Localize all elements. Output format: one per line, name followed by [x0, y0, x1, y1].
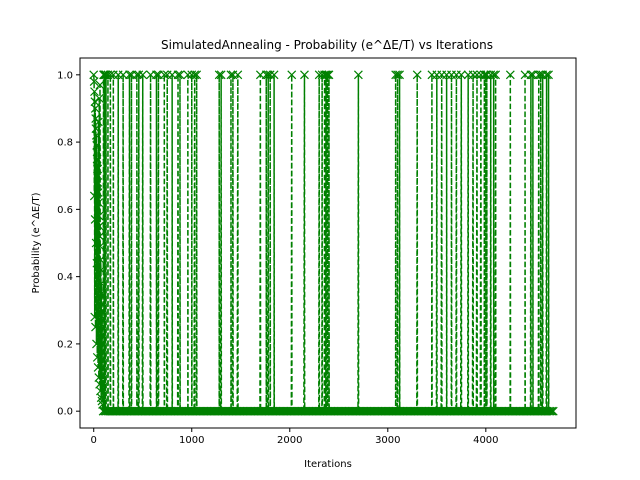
data-point-marker — [90, 312, 100, 322]
x-tick-label: 4000 — [473, 435, 498, 446]
data-point-marker — [548, 406, 558, 416]
x-axis: 0 1000 2000 3000 4000 — [91, 428, 499, 446]
y-axis: 0.0 0.2 0.4 0.6 0.8 1.0 — [57, 70, 80, 418]
data-point-marker — [183, 70, 193, 80]
data-point-marker — [93, 164, 103, 174]
data-point-marker — [95, 80, 105, 90]
y-tick-label: 0.0 — [57, 407, 73, 418]
x-tick-label: 1000 — [179, 435, 204, 446]
data-point-marker — [214, 70, 224, 80]
data-point-marker — [91, 322, 100, 332]
axes-frame — [79, 57, 577, 429]
data-point-marker — [265, 70, 275, 80]
y-tick-label: 1.0 — [57, 70, 73, 81]
data-point-marker — [542, 70, 552, 80]
data-point-marker — [412, 70, 422, 80]
data-point-marker — [91, 238, 101, 248]
data-point-marker — [233, 70, 243, 80]
data-point-marker — [391, 70, 401, 80]
data-point-marker — [192, 70, 202, 80]
data-point-marker — [96, 278, 106, 288]
data-point-marker — [90, 215, 100, 224]
data-point-marker — [92, 154, 102, 164]
data-point-marker — [489, 70, 499, 80]
data-point-marker — [353, 70, 363, 80]
data-point-marker — [526, 70, 536, 80]
data-point-marker — [89, 191, 99, 201]
data-point-marker — [95, 231, 105, 241]
data-point-marker — [323, 70, 332, 80]
data-point-marker — [534, 70, 544, 80]
x-tick-label: 3000 — [375, 435, 400, 446]
y-axis-label: Probability (e^ΔE/T) — [31, 192, 42, 293]
data-point-marker — [173, 70, 183, 80]
data-point-marker — [287, 70, 297, 80]
data-point-marker — [544, 70, 553, 80]
data-point-marker — [97, 396, 107, 406]
data-point-marker — [321, 70, 331, 80]
x-tick-label: 2000 — [277, 435, 302, 446]
data-point-marker — [94, 198, 104, 208]
data-point-marker — [89, 70, 99, 80]
data-point-marker — [491, 70, 501, 80]
data-point-marker — [90, 97, 100, 107]
data-point-marker — [93, 363, 103, 372]
data-point-marker — [395, 70, 404, 80]
data-point-marker — [96, 393, 106, 403]
data-point-marker — [226, 70, 236, 80]
data-point-marker — [101, 70, 111, 80]
data-point-marker — [92, 141, 102, 150]
data-point-marker — [324, 70, 334, 80]
chart-title: SimulatedAnnealing - Probability (e^ΔE/T… — [161, 38, 493, 52]
data-point-marker — [94, 221, 104, 231]
data-point-marker — [152, 70, 161, 80]
data-point-marker — [547, 406, 557, 416]
y-tick-label: 0.6 — [57, 205, 73, 216]
data-point-marker — [175, 70, 185, 80]
data-point-marker — [456, 70, 466, 80]
data-point-marker — [300, 70, 309, 80]
data-point-marker — [468, 70, 478, 80]
data-point-marker — [216, 70, 226, 80]
data-point-marker — [479, 70, 489, 80]
data-point-marker — [125, 70, 134, 80]
data-point-marker — [320, 70, 329, 80]
data-point-marker — [97, 289, 107, 298]
data-point-marker — [393, 70, 403, 80]
data-point-marker — [93, 178, 103, 187]
data-point-marker — [91, 130, 101, 140]
data-point-marker — [92, 352, 102, 362]
y-tick-label: 0.2 — [57, 339, 73, 350]
data-point-marker — [118, 70, 128, 80]
data-point-marker — [90, 104, 100, 113]
x-tick-label: 0 — [91, 435, 97, 446]
data-point-marker — [94, 117, 103, 127]
plot-area — [89, 70, 558, 416]
x-axis-label: Iterations — [304, 459, 352, 470]
data-point-marker — [134, 70, 144, 80]
data-point-marker — [269, 70, 279, 80]
data-point-marker — [505, 70, 515, 80]
y-tick-label: 0.4 — [57, 272, 73, 283]
series-layer — [89, 70, 558, 416]
data-point-marker — [190, 70, 200, 80]
data-point-marker — [96, 265, 106, 275]
data-point-marker — [91, 124, 101, 134]
data-point-marker — [105, 70, 115, 80]
data-point-marker — [97, 305, 107, 315]
data-point-marker — [159, 70, 169, 80]
data-point-marker — [90, 87, 99, 97]
data-point-marker — [138, 70, 148, 80]
data-point-marker — [92, 258, 102, 268]
data-point-marker — [261, 70, 271, 80]
data-point-marker — [482, 70, 492, 80]
data-point-marker — [89, 77, 99, 86]
data-point-marker — [94, 93, 104, 103]
data-point-marker — [545, 406, 555, 416]
data-point-marker — [92, 339, 101, 349]
y-tick-label: 0.8 — [57, 138, 73, 149]
data-point-marker — [472, 70, 482, 80]
